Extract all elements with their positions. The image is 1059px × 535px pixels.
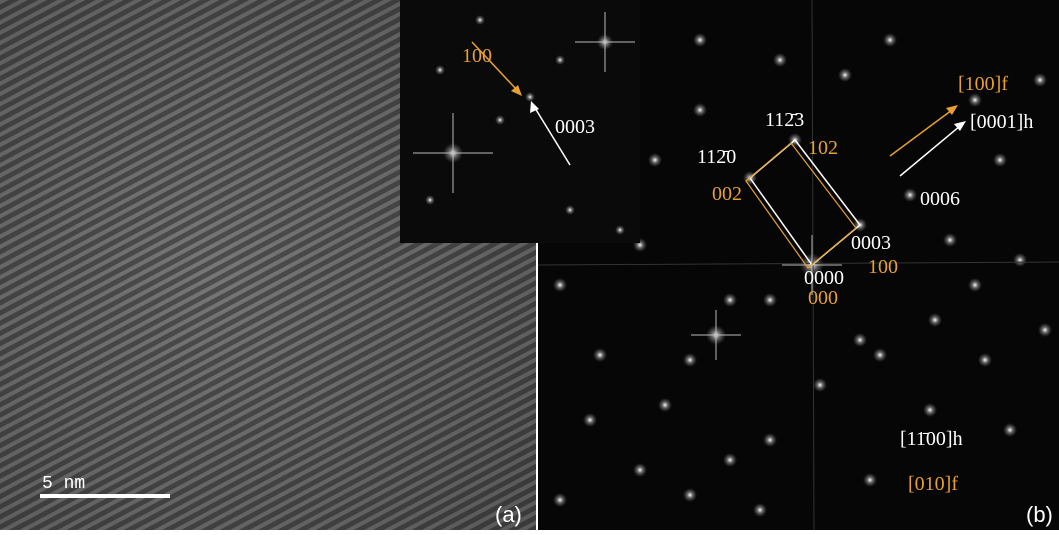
diffraction-spot	[693, 103, 707, 117]
diffraction-spot	[633, 463, 647, 477]
hex-index: 0003	[851, 232, 891, 254]
hex-index: 0006	[920, 188, 960, 210]
direction: [0001]h	[970, 111, 1033, 133]
diffraction-spot	[565, 205, 575, 215]
diffraction-spot	[813, 378, 827, 392]
diffraction-spot	[993, 153, 1007, 167]
diffraction-spot	[683, 353, 697, 367]
diffraction-spot	[693, 33, 707, 47]
fcc-index: 000	[808, 287, 838, 309]
diffraction-spot	[615, 225, 625, 235]
hex-index: 0000	[804, 267, 844, 289]
diffraction-spot	[683, 488, 697, 502]
diffraction-spot	[943, 233, 957, 247]
scale-bar-label: 5 nm	[42, 474, 85, 494]
figure: 5 nm (a) 100 0003 112̄3 112̄0 0003 0000 …	[0, 0, 1059, 530]
hex-index: 112̄0	[697, 146, 736, 168]
diffraction-spot	[773, 53, 787, 67]
diffraction-spot	[928, 313, 942, 327]
diffraction-spot	[435, 65, 445, 75]
diffraction-spot	[1033, 73, 1047, 87]
panel-label: (a)	[495, 502, 522, 527]
diffraction-spot	[978, 353, 992, 367]
inset-index: 100	[462, 45, 492, 67]
diffraction-spot	[968, 278, 982, 292]
diffraction-spot	[553, 278, 567, 292]
diffraction-spot	[648, 153, 662, 167]
fcc-index: 102	[808, 137, 838, 159]
hex-index: 112̄3	[765, 109, 804, 131]
direction: [11̄00]h	[900, 428, 963, 450]
diffraction-spot	[863, 473, 877, 487]
diffraction-spot	[658, 398, 672, 412]
diffraction-spot	[425, 195, 435, 205]
diffraction-spot	[1038, 323, 1052, 337]
diffraction-spot	[923, 403, 937, 417]
diffraction-spot	[1013, 253, 1027, 267]
diffraction-spot	[593, 348, 607, 362]
diffraction-spot	[495, 115, 505, 125]
diffraction-spot	[555, 55, 565, 65]
inset-index: 0003	[555, 116, 595, 138]
diffraction-spot	[525, 92, 535, 102]
diffraction-spot	[1003, 423, 1017, 437]
diffraction-spot	[475, 15, 485, 25]
panel-label: (b)	[1026, 502, 1053, 527]
diffraction-spot	[553, 493, 567, 507]
diffraction-spot	[838, 68, 852, 82]
direction: [100]f	[958, 73, 1008, 95]
diffraction-spot	[723, 453, 737, 467]
diffraction-spot	[883, 33, 897, 47]
fcc-index: 100	[868, 256, 898, 278]
diffraction-spot	[763, 433, 777, 447]
diffraction-spot	[903, 188, 917, 202]
diffraction-spot	[583, 413, 597, 427]
direction: [010]f	[908, 473, 958, 495]
diffraction-spot	[853, 333, 867, 347]
fcc-index: 002	[712, 183, 742, 205]
diffraction-spot	[763, 293, 777, 307]
diffraction-spot	[753, 503, 767, 517]
diffraction-spot	[873, 348, 887, 362]
diffraction-spot	[968, 93, 982, 107]
diffraction-spot	[723, 293, 737, 307]
